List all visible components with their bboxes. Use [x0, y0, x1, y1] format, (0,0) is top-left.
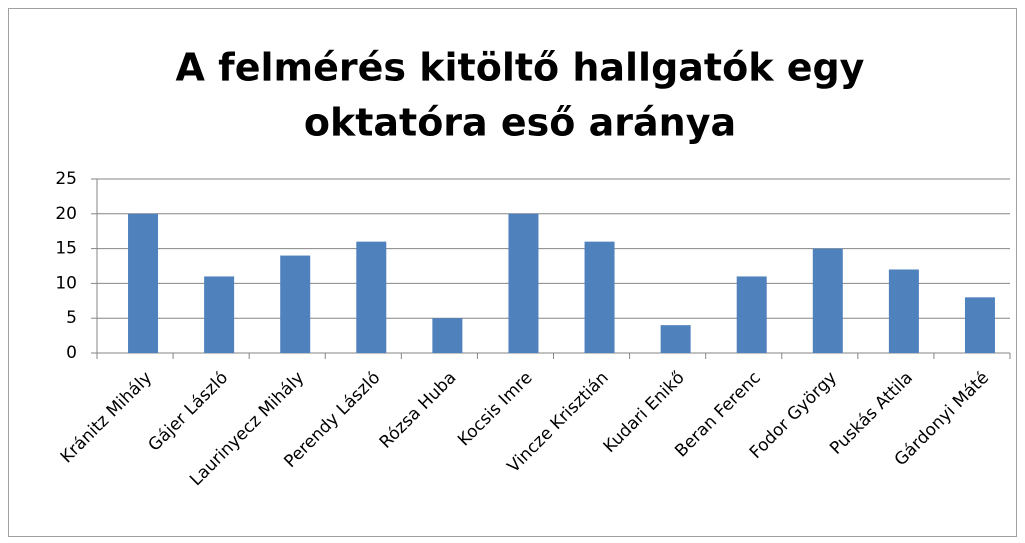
- bar: [964, 297, 995, 353]
- bar: [128, 213, 159, 353]
- y-tick-label: 20: [55, 204, 77, 224]
- bar: [736, 276, 767, 353]
- y-tick-label: 5: [66, 308, 77, 328]
- bar: [812, 248, 843, 353]
- bar: [204, 276, 235, 353]
- bar: [888, 269, 919, 353]
- bar: [280, 255, 311, 353]
- y-tick-label: 25: [55, 169, 77, 189]
- bar: [356, 241, 387, 353]
- bar: [660, 325, 691, 353]
- bar: [432, 318, 463, 353]
- y-tick-label: 0: [66, 343, 77, 363]
- bar: [508, 213, 539, 353]
- bar: [584, 241, 615, 353]
- y-tick-label: 10: [55, 273, 77, 293]
- chart-title: oktatóra eső aránya: [304, 101, 736, 145]
- chart-title: A felmérés kitöltő hallgatók egy: [176, 46, 865, 90]
- y-tick-label: 15: [55, 239, 77, 259]
